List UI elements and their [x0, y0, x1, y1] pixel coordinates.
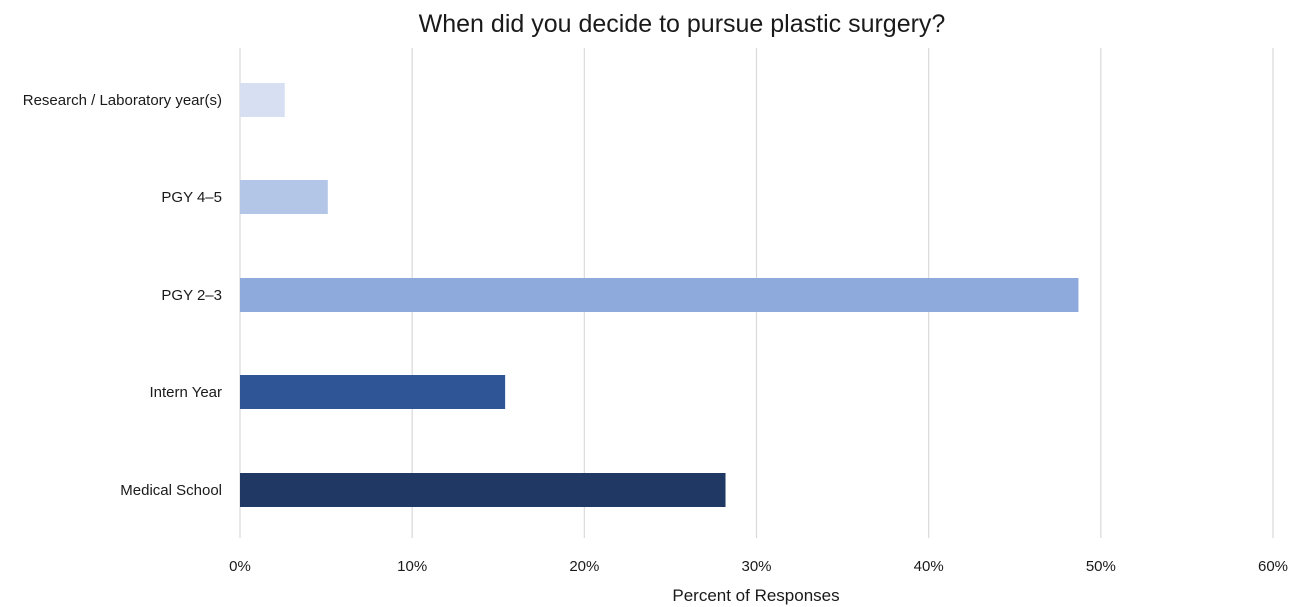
category-labels: Research / Laboratory year(s) PGY 4–5 PGY … [23, 92, 222, 499]
bars [240, 83, 1079, 507]
bar [240, 83, 285, 117]
bar [240, 180, 328, 214]
category-label: Research / Laboratory year(s) [23, 92, 222, 109]
x-tick-label: 20% [569, 558, 599, 575]
chart-title: When did you decide to pursue plastic su… [419, 10, 946, 38]
x-tick-label: 0% [229, 558, 251, 575]
x-axis-label: Percent of Responses [672, 586, 839, 605]
x-tick-label: 60% [1258, 558, 1288, 575]
x-tick-label: 40% [914, 558, 944, 575]
x-tick-label: 10% [397, 558, 427, 575]
category-label: Medical School [120, 482, 222, 499]
x-tick-labels: 0% 10% 20% 30% 40% 50% 60% [229, 558, 1288, 575]
category-label: PGY 4–5 [161, 189, 222, 206]
category-label: Intern Year [149, 384, 222, 401]
x-tick-label: 50% [1086, 558, 1116, 575]
bar [240, 278, 1079, 312]
bar [240, 473, 726, 507]
bar [240, 375, 506, 409]
x-tick-label: 30% [741, 558, 771, 575]
category-label: PGY 2–3 [161, 287, 222, 304]
